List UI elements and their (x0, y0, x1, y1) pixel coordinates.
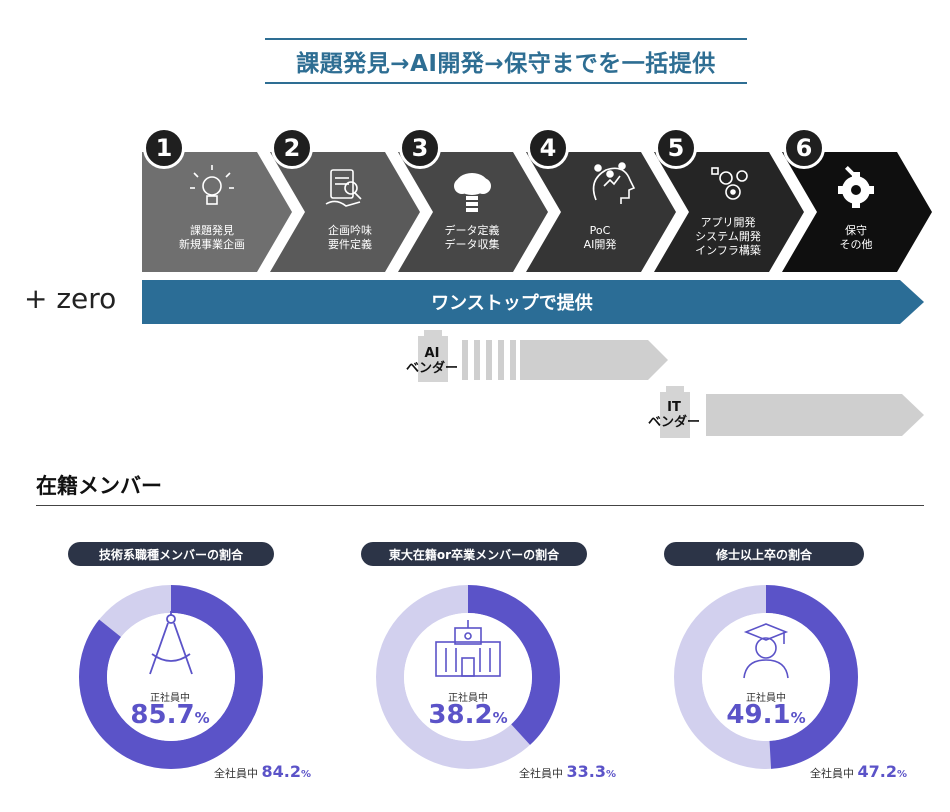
stat-1-total-label: 全社員中 (214, 767, 258, 780)
stat-3-pill: 修士以上卒の割合 (664, 542, 864, 566)
stat-1-pill: 技術系職種メンバーの割合 (68, 542, 274, 566)
donut-charts (79, 585, 858, 769)
process-flow (142, 152, 932, 438)
stat-1-total-value: 84.2 (261, 762, 301, 781)
cloud-database-icon (454, 173, 491, 212)
stat-1-unit: % (194, 709, 210, 727)
stat-2-value: 38.2% (388, 700, 548, 730)
stat-3-inner-label: 正社員中 (746, 693, 786, 704)
section-divider (36, 505, 924, 506)
stat-1-total: 全社員中 84.2% (214, 762, 311, 781)
page-title-box: 課題発見→AI開発→保守までを一括提供 (265, 38, 747, 84)
step-4-number: 4 (527, 127, 569, 169)
step-1-label: 課題発見 新規事業企画 (179, 224, 245, 251)
step-3-number: 3 (399, 127, 441, 169)
stat-3-total-value: 47.2 (857, 762, 897, 781)
stat-2-total-label: 全社員中 (519, 767, 563, 780)
step-2-chevron (270, 152, 420, 272)
step-4-chevron (526, 152, 676, 272)
ai-brain-icon (592, 162, 636, 204)
donut-arc (79, 585, 263, 769)
stat-2-number: 38.2 (428, 700, 493, 730)
stat-2-pill: 東大在籍or卒業メンバーの割合 (361, 542, 587, 566)
wrench-gear-icon (838, 165, 874, 208)
stat-2-total-unit: % (605, 769, 617, 780)
stat-3-value: 49.1% (686, 700, 846, 730)
step-1-chevron (142, 152, 292, 272)
step-4-label: PoC AI開発 (583, 224, 617, 251)
stat-2-total-value: 33.3 (566, 762, 606, 781)
step-2-number: 2 (271, 127, 313, 169)
page-title: 課題発見→AI開発→保守までを一括提供 (296, 51, 716, 77)
compass-icon (149, 611, 193, 675)
stat-3-total-unit: % (896, 769, 908, 780)
stat-2-total: 全社員中 33.3% (519, 762, 616, 781)
step-6-number: 6 (783, 127, 825, 169)
gears-icon (711, 167, 748, 200)
stat-1-value: 85.7% (90, 700, 250, 730)
step-5-number: 5 (655, 127, 697, 169)
members-heading: 在籍メンバー (36, 474, 162, 498)
zero-label: + zero (24, 282, 117, 315)
donut-center (702, 613, 830, 741)
graduate-icon (743, 623, 789, 679)
stat-3-total-label: 全社員中 (810, 767, 854, 780)
it-vendor-arrow (660, 386, 924, 438)
step-2-label: 企画吟味 要件定義 (328, 224, 372, 251)
donut-center (107, 613, 235, 741)
stat-1-inner-label: 正社員中 (150, 693, 190, 704)
document-hand-icon (325, 169, 362, 207)
it-vendor-label: IT ベンダー (647, 400, 700, 430)
university-building-icon (435, 620, 501, 677)
step-1-number: 1 (143, 127, 185, 169)
step-6-chevron (782, 152, 932, 272)
lightbulb-icon (190, 165, 234, 205)
one-stop-label: ワンストップで提供 (431, 293, 593, 314)
stat-3-donut (674, 585, 858, 769)
stat-3-total: 全社員中 47.2% (810, 762, 907, 781)
step-5-chevron (654, 152, 804, 272)
step-3-label: データ定義 データ収集 (444, 224, 500, 251)
step-5-label: アプリ開発 システム開発 インフラ構築 (695, 216, 761, 257)
stat-2-unit: % (492, 709, 508, 727)
stat-1-number: 85.7 (130, 700, 195, 730)
ai-vendor-arrow (418, 330, 668, 382)
stat-1-donut (79, 585, 263, 769)
ai-vendor-label: AI ベンダー (405, 346, 458, 376)
step-6-label: 保守 その他 (839, 224, 873, 251)
stat-3-number: 49.1 (726, 700, 791, 730)
stat-1-total-unit: % (300, 769, 312, 780)
one-stop-arrow (142, 280, 924, 324)
donut-arc (376, 585, 560, 769)
donut-arc (674, 585, 858, 769)
stat-3-unit: % (790, 709, 806, 727)
stat-2-inner-label: 正社員中 (448, 693, 488, 704)
